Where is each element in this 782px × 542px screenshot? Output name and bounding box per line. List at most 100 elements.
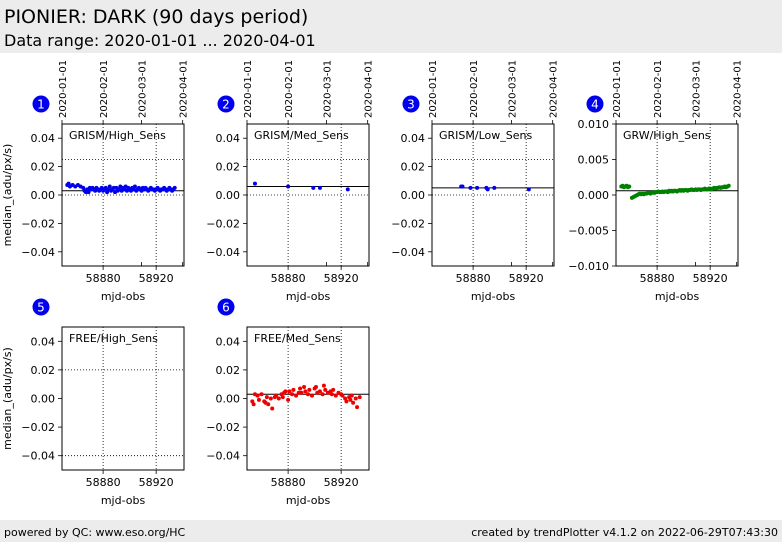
- y-tick-label: 0.010: [578, 118, 610, 131]
- data-point: [468, 185, 473, 190]
- data-point: [317, 389, 322, 394]
- x-tick-label: 58880: [271, 272, 306, 285]
- panel-number: 2: [222, 98, 230, 112]
- data-point: [270, 406, 275, 411]
- panel-label: GRISM/High_Sens: [69, 129, 166, 142]
- data-point: [307, 387, 312, 392]
- data-point: [311, 185, 316, 190]
- data-point: [132, 184, 137, 189]
- page-header: PIONIER: DARK (90 days period) Data rang…: [0, 0, 782, 53]
- data-point: [627, 184, 632, 189]
- data-point: [357, 395, 362, 400]
- panel-number: 5: [37, 301, 45, 315]
- y-tick-label: −0.02: [206, 217, 240, 230]
- top-date-tick-label: 2020-04-01: [733, 60, 744, 118]
- panel-number: 4: [591, 98, 599, 112]
- data-point: [321, 383, 326, 388]
- chart-panel-3: 58880 58920 −0.04 −0.02 0.00 0.02 0.04 2020-01-…: [391, 60, 559, 303]
- axes-frame: [61, 326, 185, 471]
- y-axis-label: median_(adu/px/s): [1, 144, 14, 247]
- top-date-tick-label: 2020-04-01: [549, 60, 560, 118]
- y-tick-label: −0.02: [21, 421, 55, 434]
- data-points: [65, 181, 177, 195]
- y-tick-label: 0.005: [578, 154, 610, 167]
- panel-number: 3: [407, 98, 415, 112]
- top-date-tick-label: 2020-03-01: [323, 60, 334, 118]
- data-point: [333, 393, 338, 398]
- y-tick-label: −0.04: [206, 450, 240, 463]
- data-range-subtitle: Data range: 2020-01-01 ... 2020-04-01: [4, 31, 316, 50]
- y-tick-label: 0.02: [216, 364, 241, 377]
- data-point: [172, 185, 177, 190]
- data-point: [299, 390, 304, 395]
- y-tick-label: −0.005: [568, 225, 609, 238]
- y-tick-label: 0.02: [31, 161, 56, 174]
- y-tick-label: 0.00: [31, 189, 56, 202]
- y-tick-label: −0.02: [21, 217, 55, 230]
- x-tick-label: 58880: [86, 272, 121, 285]
- x-axis-label: mjd-obs: [101, 290, 146, 303]
- y-tick-label: 0.04: [216, 335, 241, 348]
- data-point: [309, 393, 314, 398]
- panel-label: FREE/Med_Sens: [254, 332, 341, 345]
- top-date-tick-label: 2020-01-01: [428, 60, 439, 118]
- x-axis-label: mjd-obs: [286, 494, 331, 507]
- data-point: [317, 185, 322, 190]
- x-tick-label: 58880: [456, 272, 491, 285]
- page-footer: powered by QC: www.eso.org/HC created by…: [0, 520, 782, 542]
- y-tick-label: −0.02: [206, 421, 240, 434]
- x-tick-label: 58880: [86, 476, 121, 489]
- chart-panel-1: 58880 58920 −0.04 −0.02 0.00 0.02 0.04 2020-01-…: [1, 60, 190, 303]
- y-tick-label: −0.010: [568, 260, 609, 273]
- data-point: [351, 400, 356, 405]
- y-tick-label: 0.04: [216, 132, 241, 145]
- data-point: [276, 396, 281, 401]
- x-tick-label: 58920: [693, 272, 728, 285]
- panel-number-badge: [217, 298, 235, 316]
- data-point: [353, 396, 358, 401]
- y-tick-label: 0.00: [401, 189, 426, 202]
- panel-number-badge: [32, 95, 50, 113]
- x-tick-label: 58920: [324, 476, 359, 489]
- x-tick-label: 58920: [324, 272, 359, 285]
- y-tick-label: 0.04: [31, 132, 56, 145]
- chart-panel-4: 58880 58920 −0.010 −0.005 0.000 0.005 0.010 202…: [568, 60, 743, 303]
- footer-created-by: created by trendPlotter v4.1.2 on 2022-0…: [471, 526, 778, 539]
- panel-number-badge: [586, 95, 604, 113]
- data-point: [492, 185, 497, 190]
- y-tick-label: 0.04: [31, 335, 56, 348]
- data-point: [256, 397, 261, 402]
- data-point: [323, 387, 328, 392]
- data-point: [255, 393, 260, 398]
- data-point: [340, 393, 345, 398]
- y-tick-label: −0.04: [21, 450, 55, 463]
- data-points: [250, 383, 362, 411]
- x-axis-label: mjd-obs: [101, 494, 146, 507]
- panel-number-badge: [402, 95, 420, 113]
- top-date-tick-label: 2020-01-01: [243, 60, 254, 118]
- x-tick-label: 58880: [640, 272, 675, 285]
- data-point: [331, 387, 336, 392]
- data-points: [459, 184, 531, 192]
- data-point: [286, 397, 291, 402]
- y-tick-label: −0.02: [391, 217, 425, 230]
- data-point: [259, 392, 264, 397]
- top-date-tick-label: 2020-04-01: [364, 60, 375, 118]
- data-point: [306, 392, 310, 397]
- y-tick-label: 0.000: [578, 189, 610, 202]
- top-date-tick-label: 2020-02-01: [469, 60, 480, 118]
- data-point: [302, 385, 307, 390]
- x-axis-label: mjd-obs: [471, 290, 516, 303]
- data-point: [355, 405, 360, 410]
- page-title: PIONIER: DARK (90 days period): [4, 6, 309, 28]
- panel-number-badge: [32, 298, 50, 316]
- data-points: [619, 183, 731, 200]
- data-point: [485, 187, 490, 192]
- data-point: [526, 187, 531, 192]
- y-tick-label: 0.02: [216, 161, 241, 174]
- data-point: [345, 187, 350, 192]
- chart-panel-2: 58880 58920 −0.04 −0.02 0.00 0.02 0.04 2020-01-…: [206, 60, 374, 303]
- data-point: [274, 393, 279, 398]
- y-tick-label: −0.04: [391, 246, 425, 259]
